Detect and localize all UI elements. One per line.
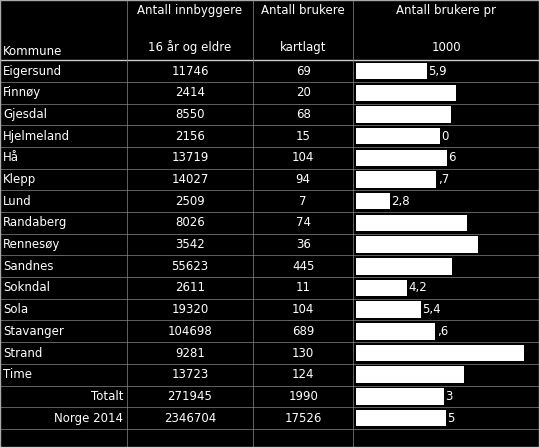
- Text: Rennesøy: Rennesøy: [3, 238, 60, 251]
- Text: 104: 104: [292, 303, 314, 316]
- Text: 2156: 2156: [175, 130, 205, 143]
- Text: kartlagt: kartlagt: [280, 41, 327, 54]
- Text: 9281: 9281: [175, 346, 205, 359]
- Text: Lund: Lund: [3, 195, 32, 208]
- Text: Finnøy: Finnøy: [3, 86, 42, 99]
- Text: 3542: 3542: [175, 238, 205, 251]
- Text: Antall innbyggere: Antall innbyggere: [137, 4, 243, 17]
- Bar: [356, 84, 455, 101]
- Text: 3: 3: [446, 390, 453, 403]
- Text: Time: Time: [3, 368, 32, 381]
- Text: 5,9: 5,9: [429, 65, 447, 78]
- Text: 5,4: 5,4: [422, 303, 441, 316]
- Text: 5: 5: [447, 412, 455, 425]
- Text: 13719: 13719: [171, 152, 209, 164]
- Text: Klepp: Klepp: [3, 173, 37, 186]
- Text: 15: 15: [296, 130, 310, 143]
- Text: 6: 6: [448, 152, 456, 164]
- Text: 69: 69: [296, 65, 310, 78]
- Text: 445: 445: [292, 260, 314, 273]
- Bar: [356, 388, 444, 405]
- Text: Norge 2014: Norge 2014: [54, 412, 123, 425]
- Text: 94: 94: [296, 173, 310, 186]
- Text: 104: 104: [292, 152, 314, 164]
- Bar: [356, 345, 524, 361]
- Text: 36: 36: [296, 238, 310, 251]
- Text: 1000: 1000: [431, 41, 461, 54]
- Text: 2611: 2611: [175, 282, 205, 295]
- Text: 2414: 2414: [175, 86, 205, 99]
- Text: 20: 20: [296, 86, 310, 99]
- Text: Kommune: Kommune: [3, 45, 63, 58]
- Text: 74: 74: [296, 216, 310, 229]
- Bar: [356, 63, 427, 80]
- Text: 2509: 2509: [175, 195, 205, 208]
- Text: 271945: 271945: [168, 390, 212, 403]
- Text: Strand: Strand: [3, 346, 43, 359]
- Text: Sokndal: Sokndal: [3, 282, 50, 295]
- Text: 2,8: 2,8: [391, 195, 410, 208]
- Bar: [356, 128, 440, 144]
- Text: 14027: 14027: [171, 173, 209, 186]
- Text: 8026: 8026: [175, 216, 205, 229]
- Text: 55623: 55623: [171, 260, 209, 273]
- Bar: [356, 215, 467, 231]
- Bar: [356, 367, 464, 383]
- Text: Eigersund: Eigersund: [3, 65, 63, 78]
- Text: 4,2: 4,2: [408, 282, 427, 295]
- Text: 1990: 1990: [288, 390, 318, 403]
- Text: ,7: ,7: [438, 173, 450, 186]
- Text: Stavanger: Stavanger: [3, 325, 64, 338]
- Text: 19320: 19320: [171, 303, 209, 316]
- Text: Hå: Hå: [3, 152, 19, 164]
- Bar: [356, 106, 451, 123]
- Text: 2346704: 2346704: [164, 412, 216, 425]
- Text: Antall brukere pr: Antall brukere pr: [396, 4, 496, 17]
- Text: 0: 0: [441, 130, 448, 143]
- Text: 130: 130: [292, 346, 314, 359]
- Bar: [356, 280, 406, 296]
- Text: 8550: 8550: [175, 108, 205, 121]
- Bar: [356, 171, 437, 188]
- Text: Antall brukere: Antall brukere: [261, 4, 345, 17]
- Text: 11: 11: [296, 282, 310, 295]
- Text: Randaberg: Randaberg: [3, 216, 67, 229]
- Bar: [356, 236, 478, 253]
- Text: Gjesdal: Gjesdal: [3, 108, 47, 121]
- Text: 124: 124: [292, 368, 314, 381]
- Text: Hjelmeland: Hjelmeland: [3, 130, 71, 143]
- Text: Totalt: Totalt: [91, 390, 123, 403]
- Bar: [356, 193, 390, 210]
- Text: 104698: 104698: [168, 325, 212, 338]
- Text: 13723: 13723: [171, 368, 209, 381]
- Bar: [356, 323, 435, 340]
- Text: 16 år og eldre: 16 år og eldre: [148, 41, 232, 55]
- Bar: [356, 258, 452, 274]
- Bar: [356, 150, 447, 166]
- Bar: [356, 410, 446, 426]
- Text: 68: 68: [296, 108, 310, 121]
- Text: ,6: ,6: [437, 325, 448, 338]
- Text: Sandnes: Sandnes: [3, 260, 54, 273]
- Text: Sola: Sola: [3, 303, 29, 316]
- Bar: [356, 301, 420, 318]
- Text: 17526: 17526: [285, 412, 322, 425]
- Text: 689: 689: [292, 325, 314, 338]
- Text: 7: 7: [300, 195, 307, 208]
- Text: 11746: 11746: [171, 65, 209, 78]
